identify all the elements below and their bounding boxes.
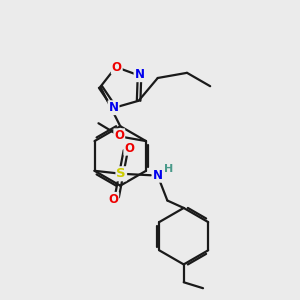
Text: O: O [108, 193, 118, 206]
Text: O: O [114, 129, 124, 142]
Text: N: N [152, 169, 163, 182]
Text: S: S [116, 167, 126, 180]
Text: N: N [109, 101, 118, 114]
Text: O: O [112, 61, 122, 74]
Text: H: H [164, 164, 173, 174]
Text: N: N [134, 68, 145, 81]
Text: O: O [124, 142, 134, 155]
